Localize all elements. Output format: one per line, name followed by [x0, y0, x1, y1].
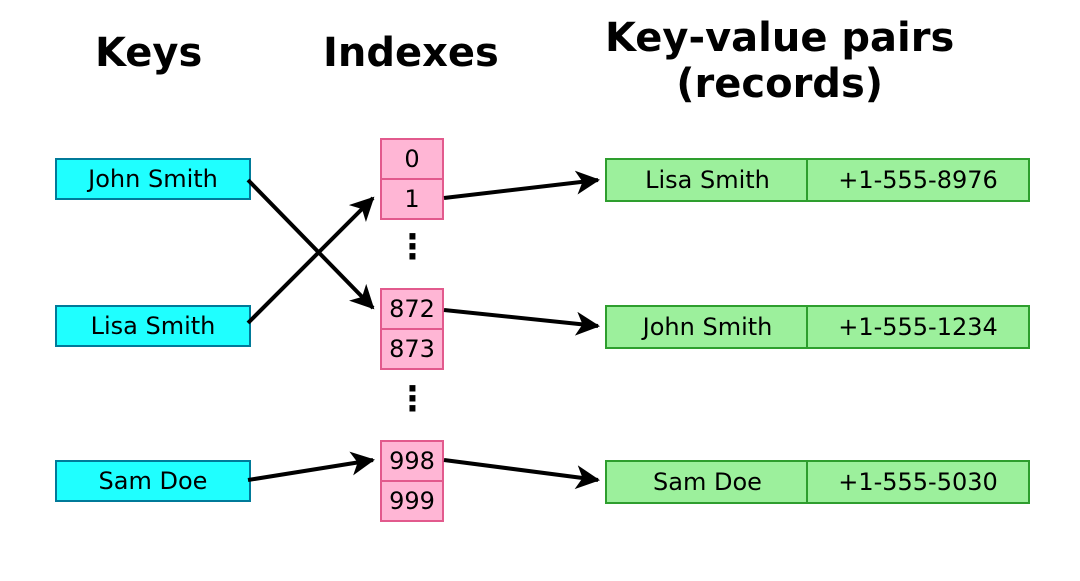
- index-box: 0: [380, 138, 444, 180]
- index-box: 873: [380, 328, 444, 370]
- record-name: Sam Doe: [605, 460, 810, 504]
- arrow: [444, 180, 598, 198]
- key-box: John Smith: [55, 158, 251, 200]
- key-box: Lisa Smith: [55, 305, 251, 347]
- arrow: [444, 310, 598, 326]
- record-name: John Smith: [605, 305, 810, 349]
- index-box: 1: [380, 178, 444, 220]
- record-value: +1-555-8976: [806, 158, 1030, 202]
- arrow: [248, 460, 373, 480]
- index-box: 872: [380, 288, 444, 330]
- hash-table-diagram: Keys Indexes Key-value pairs (records) J…: [0, 0, 1080, 581]
- record-name: Lisa Smith: [605, 158, 810, 202]
- heading-indexes: Indexes: [323, 30, 499, 76]
- heading-keys: Keys: [95, 30, 202, 76]
- record-value: +1-555-1234: [806, 305, 1030, 349]
- index-box: 998: [380, 440, 444, 482]
- record-value: +1-555-5030: [806, 460, 1030, 504]
- arrow: [248, 180, 373, 308]
- key-box: Sam Doe: [55, 460, 251, 502]
- arrow: [248, 198, 373, 323]
- heading-records: Key-value pairs (records): [605, 15, 954, 107]
- index-box: 999: [380, 480, 444, 522]
- ellipsis-icon: ···: [403, 232, 423, 262]
- ellipsis-icon: ···: [403, 384, 423, 414]
- arrow: [444, 460, 598, 480]
